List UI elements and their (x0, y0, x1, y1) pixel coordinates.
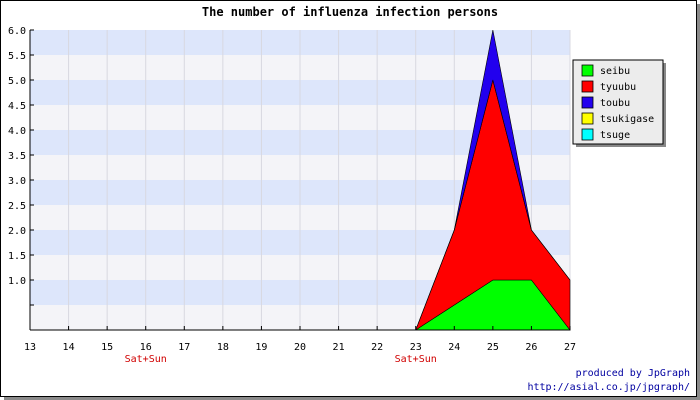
axes (29, 29, 571, 331)
legend-swatch-tyuubu (581, 80, 594, 93)
x-tick-label: 18 (217, 342, 229, 353)
x-tick-label: 24 (448, 342, 460, 353)
x-tick-label: 14 (63, 342, 75, 353)
x-note-label: Sat+Sun (125, 354, 167, 365)
x-tick-label: 19 (255, 342, 267, 353)
y-tick-label: 4.5 (8, 101, 26, 112)
y-tick-label: 5.0 (8, 76, 26, 87)
chart-title: The number of influenza infection person… (202, 5, 498, 19)
y-tick-label: 2.5 (8, 201, 26, 212)
x-tick-label: 26 (525, 342, 537, 353)
credit-line-2[interactable]: http://asial.co.jp/jpgraph/ (527, 382, 690, 393)
x-tick-label: 21 (333, 342, 345, 353)
legend-swatch-seibu (581, 64, 594, 77)
x-note-label: Sat+Sun (395, 354, 437, 365)
x-tick-label: 16 (140, 342, 152, 353)
legend-swatch-toubu (581, 96, 594, 109)
y-tick-label: 5.5 (8, 51, 26, 62)
legend-label-seibu: seibu (600, 66, 630, 77)
tick-labels: 1.0 1.5 2.0 2.5 3.0 3.5 4.0 4.5 5.0 5.5 6.0 13 14 15 1… (8, 26, 576, 365)
legend-label-tsuge: tsuge (600, 130, 630, 141)
y-tick-label: 2.0 (8, 226, 26, 237)
y-tick-label: 6.0 (8, 26, 26, 37)
x-tick-label: 20 (294, 342, 306, 353)
legend-swatch-tsuge (581, 128, 594, 141)
y-tick-label: 1.5 (8, 251, 26, 262)
x-tick-label: 13 (24, 342, 36, 353)
x-tick-label: 27 (564, 342, 576, 353)
legend-label-tyuubu: tyuubu (600, 82, 636, 93)
credit-line-1: produced by JpGraph (576, 368, 690, 379)
legend-label-tsukigase: tsukigase (600, 114, 654, 125)
x-tick-label: 23 (410, 342, 422, 353)
y-tick-label: 4.0 (8, 126, 26, 137)
x-tick-label: 22 (371, 342, 383, 353)
y-tick-label: 3.0 (8, 176, 26, 187)
x-tick-label: 25 (487, 342, 499, 353)
y-tick-label: 1.0 (8, 276, 26, 287)
legend-swatch-tsukigase (581, 112, 594, 125)
legend: seibu tyuubu toubu tsukigase tsuge (572, 59, 666, 147)
x-tick-label: 15 (101, 342, 113, 353)
legend-label-toubu: toubu (600, 98, 630, 109)
y-tick-label: 3.5 (8, 151, 26, 162)
x-tick-label: 17 (178, 342, 190, 353)
